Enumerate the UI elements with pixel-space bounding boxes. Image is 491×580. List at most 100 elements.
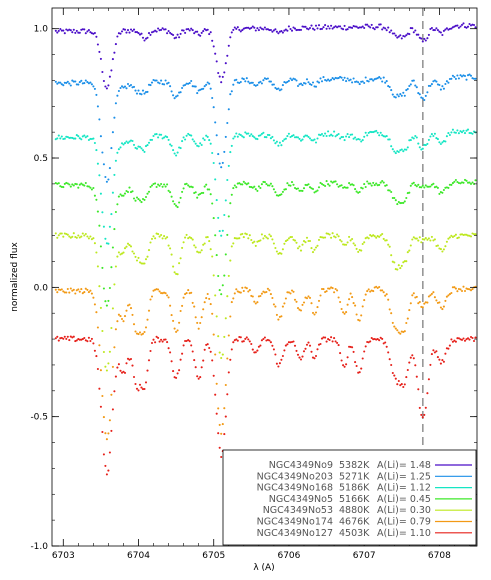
- data-point: [140, 201, 143, 204]
- data-point: [102, 225, 105, 228]
- data-point: [68, 235, 71, 238]
- data-point: [173, 327, 176, 330]
- data-point: [149, 33, 152, 36]
- data-point: [343, 139, 346, 142]
- data-point: [164, 79, 167, 82]
- data-point: [71, 235, 74, 238]
- data-point: [57, 339, 60, 342]
- data-point: [89, 31, 92, 34]
- data-point: [69, 287, 72, 290]
- data-point: [314, 85, 318, 88]
- data-point: [157, 183, 160, 186]
- data-point: [134, 255, 137, 258]
- data-point: [75, 29, 78, 32]
- data-point: [375, 285, 378, 288]
- data-point: [454, 340, 457, 343]
- data-point: [57, 234, 60, 237]
- data-point: [472, 339, 476, 343]
- data-point: [418, 186, 421, 189]
- data-point: [155, 335, 158, 338]
- data-point: [98, 387, 101, 390]
- data-point: [442, 248, 445, 251]
- data-point: [245, 26, 248, 29]
- data-point: [343, 365, 346, 368]
- data-point: [214, 121, 217, 124]
- data-point: [328, 184, 331, 187]
- data-point: [74, 137, 77, 140]
- data-point: [199, 34, 202, 37]
- data-point: [378, 235, 381, 238]
- data-point: [324, 336, 327, 339]
- data-point: [125, 309, 128, 312]
- data-point: [307, 295, 310, 298]
- data-point: [173, 152, 176, 155]
- y-tick-label: -0.5: [30, 413, 48, 423]
- data-point: [405, 321, 408, 325]
- data-point: [188, 82, 191, 85]
- data-point: [453, 234, 456, 238]
- data-point: [138, 199, 142, 202]
- data-point: [319, 294, 322, 297]
- data-point: [439, 142, 442, 146]
- data-point: [215, 199, 218, 202]
- data-point: [415, 295, 418, 298]
- data-point: [388, 85, 391, 89]
- data-point: [230, 245, 233, 248]
- data-point: [87, 29, 90, 32]
- data-point: [287, 341, 290, 344]
- data-point: [451, 128, 454, 131]
- data-point: [274, 305, 277, 308]
- data-point: [116, 151, 119, 154]
- data-point: [299, 358, 303, 361]
- data-point: [200, 191, 203, 195]
- data-point: [387, 138, 390, 141]
- data-point: [442, 360, 445, 363]
- data-point: [200, 143, 203, 147]
- data-point: [163, 136, 166, 139]
- data-point: [230, 90, 233, 93]
- data-point: [217, 216, 220, 219]
- data-point: [277, 87, 280, 90]
- legend-teff: 4880K: [339, 505, 370, 516]
- data-point: [286, 239, 289, 242]
- data-point: [417, 388, 420, 391]
- data-point: [429, 27, 432, 31]
- data-point: [232, 83, 235, 86]
- data-point: [385, 80, 388, 83]
- data-point: [101, 329, 104, 333]
- data-point: [302, 25, 306, 28]
- data-point: [469, 289, 473, 292]
- data-point: [206, 343, 209, 346]
- data-point: [211, 359, 214, 362]
- data-point: [178, 36, 181, 39]
- data-point: [238, 28, 241, 31]
- data-point: [251, 81, 254, 84]
- data-point: [367, 25, 370, 28]
- data-point: [128, 84, 131, 88]
- data-point: [250, 342, 253, 346]
- data-point: [150, 341, 154, 345]
- data-point: [299, 249, 303, 252]
- data-point: [445, 135, 448, 138]
- data-point: [367, 182, 370, 185]
- data-point: [454, 77, 457, 80]
- data-point: [340, 136, 343, 139]
- data-point: [304, 82, 307, 85]
- data-point: [87, 138, 90, 142]
- data-point: [327, 25, 330, 28]
- data-point: [293, 27, 297, 30]
- legend-ali: A(Li)= 1.25: [377, 471, 431, 482]
- data-point: [166, 32, 169, 35]
- data-point: [208, 33, 211, 36]
- data-point: [250, 133, 253, 136]
- data-point: [444, 28, 447, 31]
- data-point: [197, 377, 200, 380]
- data-point: [102, 350, 105, 354]
- data-point: [176, 372, 179, 375]
- data-point: [105, 180, 108, 183]
- data-point: [382, 237, 385, 240]
- data-point: [363, 81, 366, 85]
- data-point: [432, 29, 435, 32]
- data-point: [451, 74, 454, 77]
- data-point: [271, 296, 274, 300]
